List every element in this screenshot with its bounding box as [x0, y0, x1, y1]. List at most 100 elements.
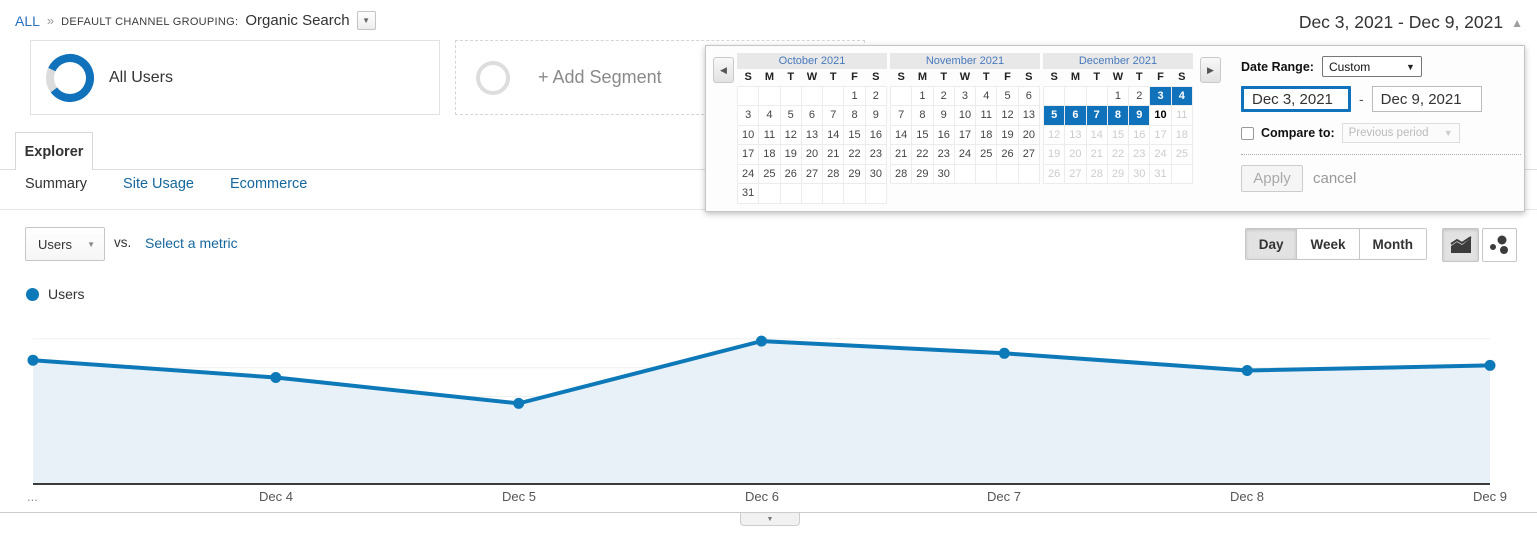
calendar-day[interactable]: 26 [996, 144, 1019, 165]
calendar-day[interactable]: 19 [779, 144, 802, 165]
calendar-day[interactable]: 28 [1085, 163, 1108, 184]
calendar-day[interactable]: 25 [975, 144, 998, 165]
calendar-day[interactable]: 22 [1106, 144, 1130, 165]
subtab-site-usage[interactable]: Site Usage [123, 176, 194, 192]
calendar-day[interactable]: 16 [864, 124, 888, 145]
end-date-input[interactable] [1371, 86, 1482, 112]
calendar-day[interactable]: 10 [1149, 105, 1172, 126]
calendar-day[interactable]: 8 [911, 105, 934, 126]
calendar-day[interactable]: 20 [1064, 144, 1087, 165]
calendar-day[interactable]: 30 [864, 163, 888, 184]
calendar-day[interactable]: 1 [1106, 85, 1130, 106]
segment-card-all-users[interactable]: All Users [30, 40, 440, 115]
calendar-day[interactable]: 10 [953, 105, 977, 126]
subtab-ecommerce[interactable]: Ecommerce [229, 176, 308, 192]
calendar-day[interactable]: 17 [1149, 124, 1172, 145]
calendar-day[interactable]: 9 [932, 105, 955, 126]
calendar-day[interactable]: 23 [932, 144, 955, 165]
calendar-day[interactable]: 16 [1128, 124, 1151, 145]
calendar-day[interactable]: 5 [996, 85, 1019, 106]
calendar-day[interactable]: 8 [843, 105, 866, 126]
start-date-input[interactable] [1241, 86, 1351, 112]
tab-explorer[interactable]: Explorer [15, 132, 93, 170]
calendar-day[interactable]: 11 [1170, 105, 1194, 126]
calendar-day[interactable]: 25 [758, 163, 781, 184]
chart-point[interactable] [1484, 359, 1496, 371]
chart-point[interactable] [1241, 365, 1253, 376]
line-chart-type-button[interactable] [1442, 228, 1479, 262]
calendar-day[interactable]: 13 [1017, 105, 1041, 126]
chart-point[interactable] [270, 372, 282, 383]
calendar-day[interactable]: 14 [1085, 124, 1108, 145]
calendar-day[interactable]: 30 [932, 163, 955, 184]
calendar-day[interactable]: 20 [1017, 124, 1041, 145]
calendar-day[interactable]: 3 [953, 85, 977, 106]
calendar-day[interactable]: 6 [1064, 105, 1087, 126]
granularity-day-button[interactable]: Day [1245, 229, 1298, 259]
date-range-display[interactable]: Dec 3, 2021 - Dec 9, 2021 ▲ [1299, 12, 1523, 33]
calendar-day[interactable]: 28 [889, 163, 913, 184]
calendar-day[interactable]: 17 [736, 144, 760, 165]
calendar-day[interactable]: 3 [736, 105, 760, 126]
calendar-day[interactable]: 13 [1064, 124, 1087, 145]
calendar-day[interactable]: 6 [800, 105, 824, 126]
calendar-next-button[interactable]: ▶ [1200, 57, 1221, 83]
subtab-summary[interactable]: Summary [25, 176, 88, 192]
calendar-day[interactable]: 5 [1042, 105, 1066, 126]
breadcrumb-dropdown-button[interactable]: ▼ [356, 11, 376, 30]
calendar-day[interactable]: 3 [1149, 85, 1172, 106]
calendar-day[interactable]: 4 [758, 105, 781, 126]
calendar-day[interactable]: 27 [1064, 163, 1087, 184]
cancel-link[interactable]: cancel [1313, 170, 1357, 187]
calendar-day[interactable]: 18 [758, 144, 781, 165]
calendar-day[interactable]: 4 [1170, 85, 1194, 106]
users-line-chart[interactable] [27, 310, 1496, 483]
calendar-day[interactable]: 10 [736, 124, 760, 145]
calendar-day[interactable]: 2 [932, 85, 955, 106]
calendar-day[interactable]: 12 [779, 124, 802, 145]
calendar-day[interactable]: 9 [1128, 105, 1151, 126]
calendar-day[interactable]: 14 [822, 124, 845, 145]
calendar-day[interactable]: 23 [864, 144, 888, 165]
calendar-day[interactable]: 28 [822, 163, 845, 184]
chart-point[interactable] [756, 335, 767, 347]
calendar-day[interactable]: 24 [736, 163, 760, 184]
calendar-day[interactable]: 26 [779, 163, 802, 184]
calendar-day[interactable]: 24 [1149, 144, 1172, 165]
date-range-preset-select[interactable]: Custom ▼ [1321, 56, 1422, 77]
calendar-day[interactable]: 7 [889, 105, 913, 126]
calendar-day[interactable]: 7 [822, 105, 845, 126]
table-expander-button[interactable]: ▼ [740, 513, 800, 526]
calendar-day[interactable]: 11 [758, 124, 781, 145]
calendar-day[interactable]: 17 [953, 124, 977, 145]
metric-dropdown[interactable]: Users ▼ [25, 227, 105, 261]
calendar-day[interactable]: 8 [1106, 105, 1130, 126]
calendar-day[interactable]: 29 [911, 163, 934, 184]
calendar-day[interactable]: 5 [779, 105, 802, 126]
calendar-day[interactable]: 6 [1017, 85, 1041, 106]
calendar-day[interactable]: 29 [843, 163, 866, 184]
calendar-day[interactable]: 12 [1042, 124, 1066, 145]
calendar-day[interactable]: 23 [1128, 144, 1151, 165]
calendar-day[interactable]: 13 [800, 124, 824, 145]
select-a-metric-link[interactable]: Select a metric [145, 235, 238, 251]
calendar-day[interactable]: 15 [1106, 124, 1130, 145]
calendar-day[interactable]: 31 [736, 183, 760, 204]
calendar-day[interactable]: 19 [1042, 144, 1066, 165]
calendar-day[interactable]: 21 [822, 144, 845, 165]
granularity-week-button[interactable]: Week [1297, 229, 1360, 259]
chart-point[interactable] [27, 354, 39, 366]
calendar-day[interactable]: 4 [975, 85, 998, 106]
calendar-day[interactable]: 1 [911, 85, 934, 106]
calendar-day[interactable]: 9 [864, 105, 888, 126]
chart-point[interactable] [513, 397, 525, 409]
calendar-day[interactable]: 15 [911, 124, 934, 145]
calendar-day[interactable]: 27 [1017, 144, 1041, 165]
calendar-day[interactable]: 22 [911, 144, 934, 165]
motion-chart-type-button[interactable] [1482, 228, 1517, 262]
calendar-day[interactable]: 27 [800, 163, 824, 184]
calendar-day[interactable]: 31 [1149, 163, 1172, 184]
breadcrumb-all-link[interactable]: ALL [15, 12, 40, 29]
calendar-day[interactable]: 26 [1042, 163, 1066, 184]
calendar-prev-button[interactable]: ◀ [713, 57, 734, 83]
